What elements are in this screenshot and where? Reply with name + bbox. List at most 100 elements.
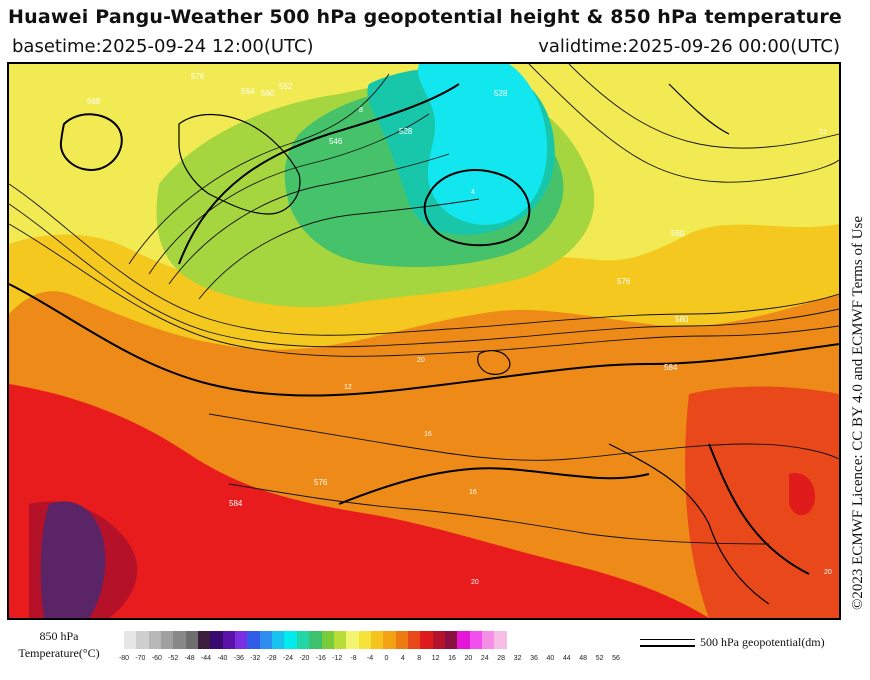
colorbar-swatch	[259, 631, 273, 649]
thin-line-sample	[640, 639, 695, 640]
colorbar-tick: -28	[266, 655, 277, 662]
geopotential-contours-thin	[9, 64, 839, 545]
contour-label: 552	[279, 82, 293, 91]
colorbar-tick-labels: -80 -70 -60 -52 -48 -44 -40 -36 -32 -28 -24 -20 -16-…	[118, 655, 638, 667]
contour-label: 576	[191, 72, 205, 81]
contour-label: 576	[314, 478, 328, 487]
colorbar-swatch	[321, 631, 334, 649]
colorbar-swatch	[346, 631, 359, 649]
colorbar-swatch	[395, 631, 408, 649]
contour-label: 568	[87, 97, 101, 106]
temperature-field-east-hot	[789, 473, 815, 516]
colorbar-tick: 36	[530, 655, 538, 662]
contour-label: 546	[329, 137, 343, 146]
colorbar-tick: 24	[480, 655, 489, 662]
colorbar-swatch	[296, 631, 310, 649]
colorbar-tick: -70	[135, 655, 146, 662]
colorbar-swatch	[370, 631, 384, 649]
weather-map-canvas: 576 552 568 564 560 546 528 528 560 576 …	[9, 64, 839, 618]
colorbar-tick: 16	[448, 655, 456, 662]
colorbar-swatch	[284, 631, 297, 649]
colorbar-tick: 0	[384, 655, 389, 662]
temperature-label: 20	[824, 569, 832, 576]
colorbar-swatch	[407, 631, 421, 649]
contour-label: 528	[494, 89, 508, 98]
colorbar-tick: 4	[400, 655, 405, 662]
temperature-label: 4	[471, 189, 475, 196]
colorbar-tick: 28	[497, 655, 506, 662]
temperature-label: 12	[819, 129, 827, 136]
colorbar-swatch	[124, 631, 137, 649]
colorbar-swatch	[148, 631, 162, 649]
license-credit: ©2023 ECMWF Licence: CC BY 4.0 and ECMWF…	[850, 215, 866, 610]
colorbar-swatch	[173, 631, 186, 649]
colorbar-tick: -8	[350, 655, 357, 662]
colorbar-tick: 8	[417, 655, 422, 662]
temperature-field-east-warm	[685, 386, 839, 618]
colorbar-swatch	[333, 631, 347, 649]
colorbar-tick: 56	[612, 655, 620, 662]
colorbar-swatch	[136, 631, 149, 649]
temperature-field-hot	[9, 384, 709, 618]
colorbar-swatch	[309, 631, 322, 649]
colorbar-swatch	[247, 631, 260, 649]
colorbar-tick: -12	[332, 655, 343, 662]
colorbar-swatch	[432, 631, 445, 649]
contour-label: 580	[675, 315, 689, 324]
temperature-field-coldest	[417, 64, 548, 225]
colorbar-tick: 20	[464, 655, 473, 662]
colorbar-tick: -44	[200, 655, 212, 662]
colorbar-tick: 52	[595, 655, 604, 662]
colorbar-tick: 40	[546, 655, 555, 662]
contour-label: 560	[671, 229, 685, 238]
contour-label: 584	[229, 499, 243, 508]
colorbar-swatch	[481, 631, 495, 649]
colorbar-tick: -60	[151, 655, 162, 662]
colorbar-tick: -36	[233, 655, 244, 662]
contour-label: 528	[399, 127, 413, 136]
temperature-label: 20	[471, 579, 479, 586]
temperature-field-hottest	[40, 501, 106, 618]
contour-label: 564	[241, 87, 255, 96]
colorbar-tick: -80	[118, 655, 130, 662]
contour-label: 584	[664, 363, 678, 372]
basetime-label: basetime:2025-09-24 12:00(UTC)	[12, 36, 314, 57]
colorbar-swatch	[210, 631, 223, 649]
temperature-label: 8	[359, 107, 363, 114]
validtime-label: validtime:2025-09-26 00:00(UTC)	[538, 36, 840, 57]
thick-line-sample	[640, 645, 695, 647]
temperature-labels: 8 4 20 12 16 16 20 20 12	[344, 107, 832, 586]
colorbar-swatch	[272, 631, 285, 649]
colorbar-tick: -16	[315, 655, 326, 662]
geopotential-line-legend: 500 hPa geopotential(dm)	[640, 634, 860, 654]
colorbar-tick: 48	[579, 655, 588, 662]
geopotential-contours-thick	[9, 83, 839, 575]
colorbar-swatch	[494, 631, 507, 649]
chart-title: Huawei Pangu-Weather 500 hPa geopotentia…	[8, 6, 842, 28]
colorbar-tick: 32	[513, 655, 522, 662]
geopotential-legend-label: 500 hPa geopotential(dm)	[700, 635, 825, 649]
colorbar-tick: -52	[168, 655, 179, 662]
weather-map: 576 552 568 564 560 546 528 528 560 576 …	[7, 62, 841, 620]
colorbar-swatch	[198, 631, 211, 649]
colorbar-tick: -20	[299, 655, 310, 662]
colorbar-tick: -48	[184, 655, 195, 662]
colorbar-tick: 44	[562, 655, 571, 662]
colorbar-swatch	[457, 631, 470, 649]
temperature-label: 20	[417, 357, 425, 364]
colorbar-tick: -4	[366, 655, 374, 662]
colorbar-swatch	[222, 631, 236, 649]
colorbar-swatch	[358, 631, 371, 649]
temperature-label: 16	[469, 489, 477, 496]
contour-label: 576	[617, 277, 631, 286]
temperature-legend-line1: 850 hPa	[39, 629, 79, 643]
colorbar-swatch	[420, 631, 433, 649]
colorbar-swatch	[444, 631, 458, 649]
temperature-legend-title: 850 hPa Temperature(°C)	[10, 628, 108, 662]
colorbar-swatch	[469, 631, 482, 649]
coastlines	[178, 83, 770, 605]
colorbar-swatch	[235, 631, 248, 649]
colorbar-tick: -24	[282, 655, 294, 662]
colorbar-tick: -40	[217, 655, 228, 662]
temperature-label: 16	[424, 431, 432, 438]
